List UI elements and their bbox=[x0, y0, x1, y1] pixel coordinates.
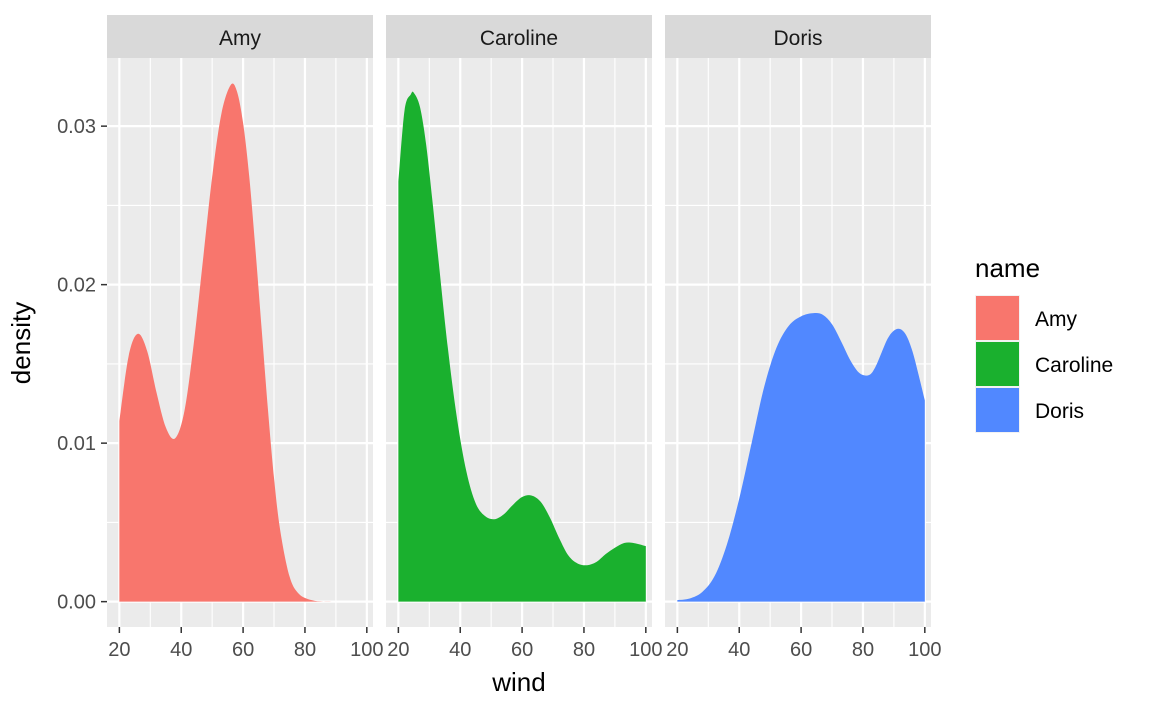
y-axis: 0.00 0.01 0.02 0.03 bbox=[57, 116, 107, 614]
x-tick-label: 80 bbox=[852, 639, 874, 661]
legend-swatch-amy bbox=[976, 296, 1019, 340]
y-tick-label: 0.03 bbox=[57, 116, 96, 138]
facet-panel-amy: Amy 20 40 60 80 100 bbox=[107, 15, 384, 661]
facet-strip-label: Amy bbox=[219, 27, 262, 50]
x-tick-label: 60 bbox=[790, 639, 812, 661]
facet-strip-label: Doris bbox=[773, 27, 822, 50]
x-tick-label: 80 bbox=[294, 639, 316, 661]
x-tick-label: 100 bbox=[350, 639, 383, 661]
x-tick-label: 20 bbox=[666, 639, 688, 661]
facet-panels: Amy 20 40 60 80 100 Caroline 20 40 60 80 100 Doris 20… bbox=[107, 15, 942, 661]
facet-strip bbox=[386, 15, 652, 58]
facet-strip-label: Caroline bbox=[480, 27, 558, 50]
density-area-amy bbox=[119, 83, 367, 602]
facet-panel-caroline: Caroline 20 40 60 80 100 bbox=[386, 15, 663, 661]
density-area-caroline bbox=[398, 91, 646, 602]
x-tick-label: 40 bbox=[170, 639, 192, 661]
density-area-doris bbox=[677, 313, 925, 602]
y-tick-label: 0.00 bbox=[57, 592, 96, 614]
legend-title: name bbox=[975, 253, 1040, 283]
facet-strip bbox=[665, 15, 931, 58]
legend-items: Amy Caroline Doris bbox=[975, 295, 1113, 433]
x-tick-label: 80 bbox=[573, 639, 595, 661]
legend-label: Amy bbox=[1035, 308, 1078, 331]
x-axis-title: wind bbox=[491, 667, 545, 697]
facet-strip bbox=[107, 15, 373, 58]
y-tick-label: 0.01 bbox=[57, 433, 96, 455]
x-tick-label: 20 bbox=[387, 639, 409, 661]
legend-label: Caroline bbox=[1035, 354, 1113, 377]
legend-label: Doris bbox=[1035, 400, 1084, 423]
x-tick-label: 100 bbox=[908, 639, 941, 661]
legend-swatch-doris bbox=[976, 388, 1019, 432]
facet-panel-doris: Doris 20 40 60 80 100 bbox=[665, 15, 942, 661]
x-tick-label: 100 bbox=[629, 639, 662, 661]
x-tick-label: 20 bbox=[108, 639, 130, 661]
y-tick-label: 0.02 bbox=[57, 275, 96, 297]
x-tick-label: 60 bbox=[511, 639, 533, 661]
legend: name Amy Caroline Doris bbox=[975, 253, 1113, 433]
x-tick-label: 40 bbox=[728, 639, 750, 661]
x-tick-label: 60 bbox=[232, 639, 254, 661]
legend-swatch-caroline bbox=[976, 342, 1019, 386]
y-axis-title: density bbox=[6, 302, 36, 384]
x-tick-label: 40 bbox=[449, 639, 471, 661]
